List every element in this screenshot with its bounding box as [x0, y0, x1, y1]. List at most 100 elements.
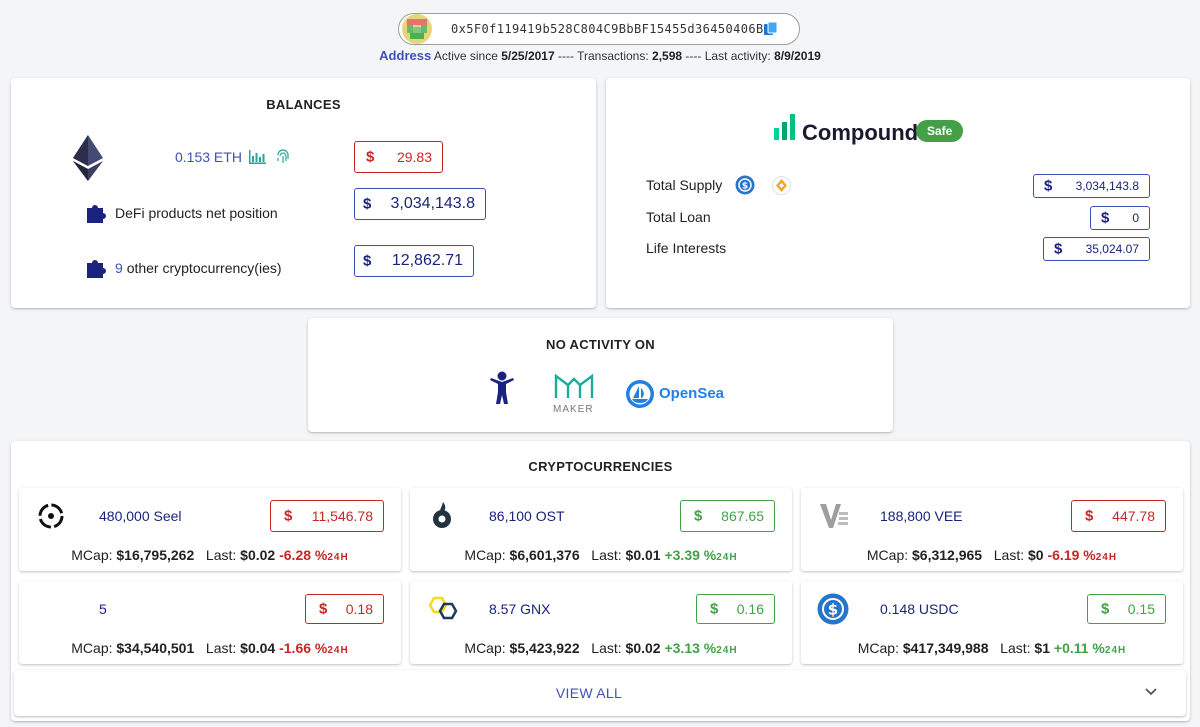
address-label: Address — [379, 48, 432, 63]
crypto-value-box: $ 11,546.78 — [270, 500, 384, 532]
cryptocurrencies-title: CRYPTOCURRENCIES — [528, 459, 673, 474]
ost-icon — [433, 502, 451, 528]
usdc-icon: $ — [735, 175, 755, 195]
other-crypto-count: 9 — [115, 260, 123, 276]
no-activity-title: NO ACTIVITY ON — [546, 337, 655, 352]
safe-badge: Safe — [916, 120, 964, 142]
crypto-value-box: $ 0.16 — [696, 594, 775, 624]
active-since-label: Active since — [433, 49, 498, 63]
dollar-sign: $ — [1085, 507, 1094, 525]
dollar-sign: $ — [1101, 600, 1110, 618]
total-loan-label: Total Loan — [646, 209, 711, 225]
puzzle-icon — [87, 260, 106, 278]
compound-logo-icon — [774, 114, 795, 140]
dollar-sign: $ — [284, 507, 293, 525]
life-interests-box: $ 35,024.07 — [1043, 237, 1150, 261]
view-all-bar[interactable]: VIEW ALL — [14, 670, 1186, 716]
total-supply-value: 3,034,143.8 — [1075, 179, 1139, 193]
crypto-value-box: $ 447.78 — [1071, 500, 1166, 532]
change-positive: +0.11 % — [1053, 640, 1105, 656]
address-pill: 0x5F0f119419b528C804C9BbBF15455d36450406… — [398, 13, 800, 45]
fingerprint-icon[interactable] — [276, 149, 290, 165]
crypto-value: 0.16 — [736, 601, 764, 617]
opensea-logo-icon — [626, 380, 654, 408]
svg-text:$: $ — [828, 601, 838, 619]
crypto-card-vee[interactable]: 188,800 VEE $ 447.78 MCap: $6,312,965 La… — [801, 488, 1183, 571]
crypto-card-usdc[interactable]: $ 0.148 USDC $ 0.15 MCap: $417,349,988 L… — [801, 581, 1183, 664]
other-crypto-label[interactable]: 9 other cryptocurrency(ies) — [115, 260, 282, 276]
crypto-value: 867.65 — [721, 508, 764, 524]
crypto-value-box: $ 0.15 — [1087, 594, 1166, 624]
compound-card: Compound Safe Total Supply $ $ 3,034,143… — [606, 78, 1190, 308]
crypto-meta: MCap: $5,423,922 Last: $0.02 +3.13 %24H — [464, 640, 738, 656]
change-negative: -6.28 % — [279, 547, 328, 563]
defi-value-box: $ 3,034,143.8 — [354, 188, 486, 220]
other-value-box: $ 12,862.71 — [354, 245, 474, 277]
crypto-value: 0.18 — [345, 601, 373, 617]
crypto-value-box: $ 867.65 — [680, 500, 775, 532]
eth-amount: 0.153 ETH — [175, 149, 242, 165]
change-positive: +3.13 % — [664, 640, 717, 656]
dollar-sign: $ — [363, 252, 372, 270]
last-activity-value: 8/9/2019 — [774, 49, 821, 63]
maker-label: MAKER — [553, 404, 594, 415]
crypto-meta: MCap: $6,601,376 Last: $0.01 +3.39 %24H — [464, 547, 738, 563]
crypto-card-ost[interactable]: 86,100 OST $ 867.65 MCap: $6,601,376 Las… — [410, 488, 792, 571]
defi-label: DeFi products net position — [115, 205, 278, 221]
wallet-address: 0x5F0f119419b528C804C9BbBF15455d36450406… — [451, 22, 772, 36]
other-value: 12,862.71 — [391, 252, 463, 269]
active-since-value: 5/25/2017 — [501, 49, 555, 63]
dollar-sign: $ — [1044, 177, 1053, 195]
dollar-sign: $ — [363, 195, 372, 213]
dollar-sign: $ — [1101, 209, 1110, 227]
chevron-down-icon[interactable] — [1144, 687, 1158, 697]
crypto-name: 5 — [99, 601, 107, 617]
dollar-sign: $ — [366, 148, 375, 166]
gnx-icon — [428, 596, 458, 620]
crypto-name: 188,800 VEE — [880, 508, 963, 524]
crypto-card-seel[interactable]: 480,000 Seel $ 11,546.78 MCap: $16,795,2… — [19, 488, 401, 571]
crypto-meta: MCap: $16,795,262 Last: $0.02 -6.28 %24H — [71, 547, 349, 563]
crypto-meta: MCap: $6,312,965 Last: $0 -6.19 %24H — [866, 547, 1118, 563]
usdc-icon: $ — [817, 593, 849, 625]
crypto-meta: MCap: $34,540,501 Last: $0.04 -1.66 %24H — [71, 640, 349, 656]
ethereum-icon — [73, 135, 103, 181]
balances-card: BALANCES 0.153 ETH $ 29.83 DeFi products… — [11, 78, 596, 308]
crypto-name: 0.148 USDC — [880, 601, 959, 617]
defi-value: 3,034,143.8 — [390, 195, 475, 212]
vee-icon — [820, 504, 848, 528]
crypto-name: 8.57 GNX — [489, 601, 551, 617]
other-crypto-text: other cryptocurrency(ies) — [126, 260, 282, 276]
change-negative: -1.66 % — [279, 640, 328, 656]
svg-text:$: $ — [742, 182, 748, 192]
crypto-name: 86,100 OST — [489, 508, 565, 524]
crypto-value-box: $ 0.18 — [305, 594, 384, 624]
no-activity-card: NO ACTIVITY ON MAKER OpenSea — [308, 318, 893, 432]
total-loan-box: $ 0 — [1090, 206, 1150, 230]
transactions-label: Transactions: — [577, 49, 649, 63]
crypto-card-unknown[interactable]: 5 $ 0.18 MCap: $34,540,501 Last: $0.04 -… — [19, 581, 401, 664]
copy-icon[interactable] — [763, 21, 779, 37]
chart-icon[interactable] — [249, 150, 266, 164]
total-supply-box: $ 3,034,143.8 — [1033, 174, 1150, 198]
crypto-value: 447.78 — [1112, 508, 1155, 524]
address-meta: Address Active since 5/25/2017 ---- Tran… — [0, 48, 1200, 63]
opensea-label: OpenSea — [659, 385, 725, 402]
change-positive: +3.39 % — [664, 547, 717, 563]
crypto-card-gnx[interactable]: 8.57 GNX $ 0.16 MCap: $5,423,922 Last: $… — [410, 581, 792, 664]
view-all-button[interactable]: VIEW ALL — [555, 685, 623, 701]
balances-title: BALANCES — [266, 97, 341, 112]
separator: ---- — [685, 49, 702, 63]
dollar-sign: $ — [1054, 240, 1063, 258]
maker-logo-icon — [554, 373, 594, 398]
crypto-value: 0.15 — [1127, 601, 1155, 617]
dollar-sign: $ — [710, 600, 719, 618]
eth-value: 29.83 — [396, 149, 432, 165]
puzzle-icon — [87, 205, 106, 223]
compound-name: Compound — [802, 120, 919, 145]
transactions-value: 2,598 — [652, 49, 683, 63]
bat-token-icon — [772, 176, 791, 195]
person-icon — [490, 371, 514, 404]
separator: ---- — [557, 49, 574, 63]
change-negative: -6.19 % — [1047, 547, 1096, 563]
